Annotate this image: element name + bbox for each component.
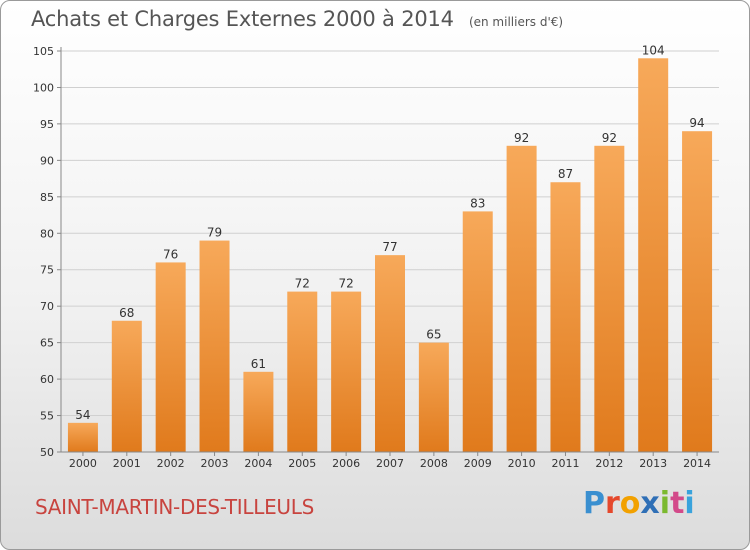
data-label-2012: 92	[602, 131, 617, 145]
bars	[67, 58, 713, 453]
data-label-2014: 94	[689, 116, 704, 130]
commune-name: SAINT-MARTIN-DES-TILLEULS	[35, 495, 315, 519]
bar-2010	[506, 145, 537, 453]
data-label-2002: 76	[163, 247, 178, 261]
bar-2002	[155, 262, 186, 452]
chart-title: Achats et Charges Externes 2000 à 2014	[31, 7, 454, 31]
data-label-2003: 79	[207, 226, 222, 240]
y-tick-label: 60	[40, 373, 54, 386]
x-tick-label: 2004	[244, 457, 272, 470]
proxiti-logo: Proxiti	[583, 486, 695, 521]
x-tick-label: 2002	[157, 457, 185, 470]
chart-subtitle: (en milliers d'€)	[468, 15, 564, 29]
y-tick-label: 95	[40, 118, 54, 131]
data-label-2004: 61	[251, 357, 266, 371]
data-label-2000: 54	[75, 408, 90, 422]
y-tick-label: 55	[40, 410, 54, 423]
bar-2008	[418, 342, 449, 452]
x-tick-label: 2012	[595, 457, 623, 470]
x-tick-label: 2011	[551, 457, 579, 470]
bar-2000	[67, 422, 98, 452]
data-label-2010: 92	[514, 131, 529, 145]
bar-2001	[111, 320, 142, 452]
x-tick-label: 2001	[113, 457, 141, 470]
x-tick-label: 2013	[639, 457, 667, 470]
bar-2007	[375, 255, 405, 452]
data-label-2001: 68	[119, 306, 134, 320]
y-tick-label: 80	[40, 227, 54, 240]
bar-2004	[243, 371, 274, 452]
x-tick-label: 2007	[376, 457, 404, 470]
x-tick-label: 2005	[288, 457, 316, 470]
x-tick-label: 2008	[420, 457, 448, 470]
bar-2014	[682, 131, 713, 452]
x-tick-label: 2003	[201, 457, 229, 470]
data-label-2005: 72	[295, 277, 310, 291]
bar-2012	[594, 145, 625, 453]
y-tick-label: 85	[40, 191, 54, 204]
y-tick-label: 50	[40, 446, 54, 459]
y-tick-label: 90	[40, 154, 54, 167]
y-tick-label: 105	[33, 45, 54, 58]
data-label-2007: 77	[382, 240, 397, 254]
data-label-2006: 72	[338, 277, 353, 291]
data-label-2011: 87	[558, 167, 573, 181]
y-tick-label: 70	[40, 300, 54, 313]
x-tick-label: 2014	[683, 457, 711, 470]
bar-2009	[462, 211, 493, 452]
axes: 50 55 60 65 70 75 80 85 90 95 100 105 2000 2001 2002 20…	[33, 45, 719, 470]
y-tick-label: 65	[40, 337, 54, 350]
x-tick-label: 2000	[69, 457, 97, 470]
chart-header: Achats et Charges Externes 2000 à 2014 (…	[31, 7, 563, 31]
x-tick-label: 2006	[332, 457, 360, 470]
x-tick-label: 2009	[464, 457, 492, 470]
bar-2011	[550, 182, 581, 452]
data-label-2013: 104	[642, 43, 665, 57]
data-labels: 54 68 76 79 61 72 72 77 65 83 92 87 92 104 94	[75, 43, 704, 422]
bar-2005	[287, 291, 318, 452]
bar-2013	[638, 58, 669, 453]
x-tick-label: 2010	[508, 457, 536, 470]
bar-2003	[199, 240, 230, 452]
data-label-2008: 65	[426, 328, 441, 342]
bar-2006	[331, 291, 362, 452]
y-tick-label: 75	[40, 264, 54, 277]
data-label-2009: 83	[470, 196, 485, 210]
y-tick-label: 100	[33, 81, 54, 94]
